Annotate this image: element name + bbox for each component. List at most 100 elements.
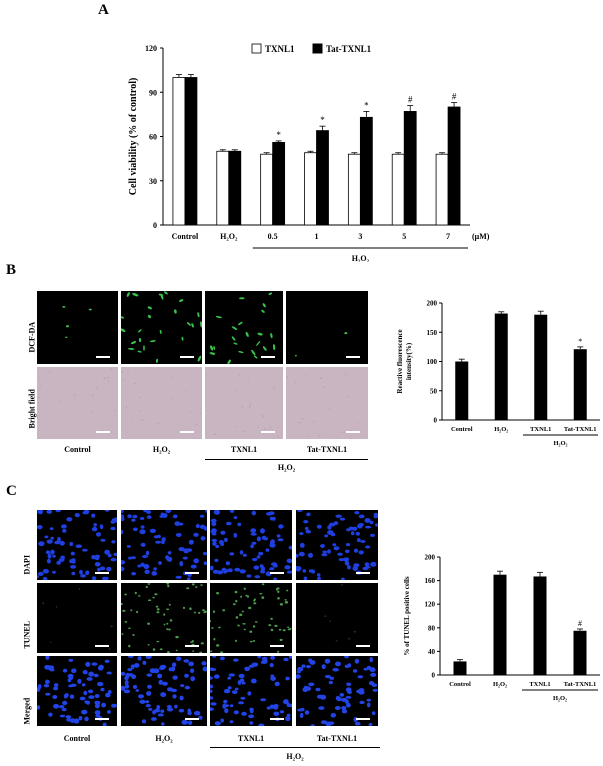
cell	[187, 573, 192, 577]
cell	[178, 708, 185, 713]
cell	[46, 510, 53, 514]
cell	[147, 684, 152, 689]
row-label-dcfda: DCF-DA	[27, 321, 37, 353]
cell	[318, 706, 325, 710]
cell	[305, 529, 311, 534]
cell	[210, 707, 214, 711]
cell	[187, 708, 191, 714]
cell	[153, 668, 160, 674]
y-tick-label: 160	[425, 577, 436, 585]
cell	[197, 355, 202, 362]
cell	[234, 687, 239, 691]
cell	[210, 565, 214, 571]
cell	[354, 511, 360, 515]
cell	[121, 316, 125, 319]
cell	[256, 340, 261, 347]
cell	[43, 684, 50, 688]
cell	[234, 567, 241, 572]
cell	[198, 715, 203, 720]
micrograph-merged-tat-txnl1	[296, 656, 378, 726]
cell	[369, 657, 373, 663]
cell	[270, 562, 278, 566]
cell	[199, 412, 202, 414]
cell	[136, 610, 139, 614]
cell	[238, 351, 244, 353]
cell	[320, 544, 325, 548]
cell	[46, 665, 52, 670]
cell	[324, 615, 327, 617]
cell	[121, 379, 124, 381]
cell	[104, 549, 110, 555]
cell	[306, 665, 311, 669]
cell	[126, 545, 131, 548]
cell	[214, 558, 219, 563]
bar-txnl1	[304, 152, 317, 226]
cell	[215, 316, 222, 319]
cell	[152, 648, 156, 651]
cell	[248, 664, 255, 668]
micrograph-dcf-tat-txnl1	[286, 291, 368, 364]
cell	[279, 603, 283, 606]
cell	[112, 518, 117, 522]
cell	[353, 669, 358, 673]
cell	[66, 325, 69, 328]
micrograph-dcf-h2o2	[121, 291, 202, 364]
cell	[227, 568, 233, 573]
cell	[249, 721, 254, 725]
cell	[179, 299, 184, 303]
cell	[238, 673, 245, 679]
cell	[231, 326, 238, 330]
chart-b: 0 50 100 150 200 Reactive fluorescence intensi…	[396, 300, 600, 447]
cell	[259, 593, 263, 595]
cell	[140, 525, 145, 529]
cell	[355, 531, 360, 536]
cell	[52, 554, 56, 558]
cell	[327, 525, 332, 530]
cell	[188, 539, 194, 545]
cell	[95, 714, 101, 718]
cell	[115, 410, 117, 412]
cell	[271, 516, 276, 521]
cell	[45, 656, 50, 660]
bar-txnl1	[347, 153, 361, 226]
cell	[261, 309, 265, 313]
cell	[231, 336, 236, 341]
cell	[91, 662, 98, 666]
cell	[269, 567, 275, 571]
cell	[105, 692, 111, 698]
cell	[238, 375, 241, 377]
cell	[147, 599, 152, 601]
cell	[233, 658, 239, 662]
cell	[304, 710, 310, 715]
cell	[156, 640, 160, 643]
cell	[304, 526, 309, 531]
cell	[265, 548, 270, 552]
cell	[294, 355, 297, 357]
cell	[260, 528, 265, 534]
cell	[360, 540, 366, 543]
row-label-merged: Merged	[22, 697, 32, 725]
cell	[175, 649, 178, 652]
cell	[218, 626, 221, 629]
cell	[47, 553, 52, 559]
cell	[335, 695, 341, 701]
cell-texture	[37, 510, 117, 580]
cell	[121, 633, 124, 635]
cell	[299, 542, 305, 548]
cell	[296, 674, 301, 679]
category-label: 3	[358, 232, 362, 241]
cell	[165, 510, 172, 514]
cell	[340, 431, 343, 433]
cell	[122, 609, 126, 612]
cell	[175, 533, 182, 537]
cell	[179, 561, 184, 567]
cell	[127, 373, 129, 375]
cell	[50, 549, 55, 555]
col-label-control: Control	[63, 734, 91, 743]
significance-mark: #	[578, 619, 582, 628]
cell	[107, 380, 109, 382]
cell	[273, 387, 275, 390]
cell	[229, 510, 235, 513]
chart-a: 0 30 60 90 120 Cell viability (% of control) C…	[128, 43, 490, 262]
cell	[303, 576, 308, 580]
